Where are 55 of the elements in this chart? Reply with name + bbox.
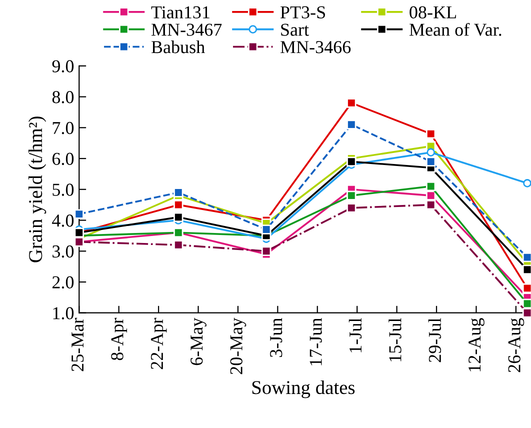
point bbox=[174, 212, 184, 222]
point bbox=[174, 200, 184, 210]
legend-label: PT3-S bbox=[280, 6, 325, 18]
point bbox=[261, 246, 272, 256]
point bbox=[426, 181, 436, 192]
point bbox=[346, 203, 356, 213]
y-tick-label: 7.0 bbox=[52, 122, 74, 134]
x-tick-label: 15-Jul bbox=[388, 318, 402, 362]
y-tick-label: 6.0 bbox=[52, 152, 74, 166]
x-tick-label: 6-May bbox=[190, 318, 206, 366]
y-axis-title: Grain yield (t/hm²) bbox=[28, 116, 46, 262]
point bbox=[523, 179, 531, 188]
legend-label: Mean of Var. bbox=[409, 22, 502, 36]
point bbox=[426, 190, 436, 200]
point bbox=[522, 298, 531, 308]
x-axis-title: Sowing dates bbox=[252, 380, 355, 398]
y-tick-label: 2.0 bbox=[52, 276, 74, 289]
legend-label: MN-3466 bbox=[280, 41, 351, 54]
x-tick-label: 20-May bbox=[230, 318, 246, 374]
y-tick-label: 3.0 bbox=[52, 245, 74, 258]
point bbox=[346, 190, 356, 200]
point bbox=[522, 283, 531, 294]
point bbox=[346, 120, 356, 130]
point bbox=[426, 156, 436, 166]
point bbox=[174, 240, 184, 250]
x-tick-label: 26-Aug bbox=[508, 318, 524, 372]
x-tick-label: 12-Aug bbox=[468, 318, 484, 372]
legend-label: MN-3467 bbox=[151, 24, 222, 36]
x-tick-label: 17-Jun bbox=[310, 318, 322, 366]
x-tick-label: 1-Jul bbox=[348, 318, 362, 352]
point bbox=[426, 128, 436, 139]
point bbox=[426, 148, 436, 157]
x-tick-label: 22-Apr bbox=[150, 318, 167, 370]
legend-label: Babush bbox=[151, 40, 205, 54]
point bbox=[346, 98, 356, 108]
x-tick-label: 8-Apr bbox=[111, 318, 128, 360]
point bbox=[346, 156, 356, 166]
legend-label: 08-KL bbox=[410, 6, 456, 18]
point bbox=[522, 308, 531, 318]
y-tick-label: 9.0 bbox=[52, 60, 74, 72]
point bbox=[174, 188, 184, 198]
point bbox=[426, 200, 436, 210]
legend-label: Tian131 bbox=[151, 6, 210, 18]
y-tick-label: 5.0 bbox=[52, 184, 74, 196]
point bbox=[522, 252, 531, 262]
x-tick-label: 29-Jul bbox=[428, 318, 442, 362]
point bbox=[74, 209, 84, 219]
y-tick-label: 1.0 bbox=[53, 307, 74, 320]
legend-label: Sart bbox=[281, 24, 309, 36]
x-tick-label: 3-Jun bbox=[270, 318, 282, 357]
y-tick-label: 4.0 bbox=[52, 214, 74, 227]
point bbox=[261, 224, 272, 234]
x-tick-label: 25-Mar bbox=[72, 318, 84, 372]
point bbox=[522, 264, 531, 275]
y-tick-label: 8.0 bbox=[52, 91, 74, 104]
